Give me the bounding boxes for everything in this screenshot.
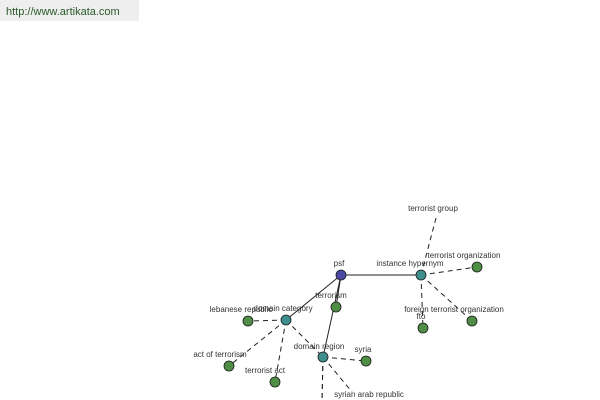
node-label: foreign terrorist organization (404, 305, 504, 314)
node (330, 301, 342, 313)
node-label: terrorist organization (428, 251, 501, 260)
edge (274, 319, 287, 383)
node-label: psf (334, 259, 345, 268)
node (471, 261, 483, 273)
node-label: terrorist act (245, 366, 286, 375)
url-link[interactable]: http://www.artikata.com (6, 6, 120, 18)
edge (420, 217, 437, 276)
node-label: instance hypernym (376, 259, 443, 268)
node-label: terrorism (315, 291, 347, 300)
edge (420, 266, 478, 276)
edge (321, 356, 324, 400)
url-bar (0, 0, 139, 21)
node (223, 360, 235, 372)
node (415, 269, 427, 281)
node-label: syria (355, 345, 372, 354)
node-label: domain region (294, 342, 345, 351)
node (269, 376, 281, 388)
node-label: lebanese republic (210, 305, 273, 314)
node (280, 314, 292, 326)
edge (285, 274, 342, 321)
edge (420, 274, 473, 322)
node-label: fto (417, 312, 426, 321)
node (335, 269, 347, 281)
edge (322, 274, 342, 358)
node (242, 315, 254, 327)
edge (285, 319, 324, 358)
node (317, 351, 329, 363)
node-label: syrian arab republic (334, 390, 404, 399)
node (360, 355, 372, 367)
node-label: domain category (253, 304, 312, 313)
node (417, 322, 429, 334)
edge (322, 356, 367, 362)
node-label: act of terrorism (193, 350, 247, 359)
node (466, 315, 478, 327)
node-label: terrorist group (408, 204, 458, 213)
edge (247, 319, 287, 322)
edge (322, 356, 353, 393)
edge (228, 319, 287, 367)
